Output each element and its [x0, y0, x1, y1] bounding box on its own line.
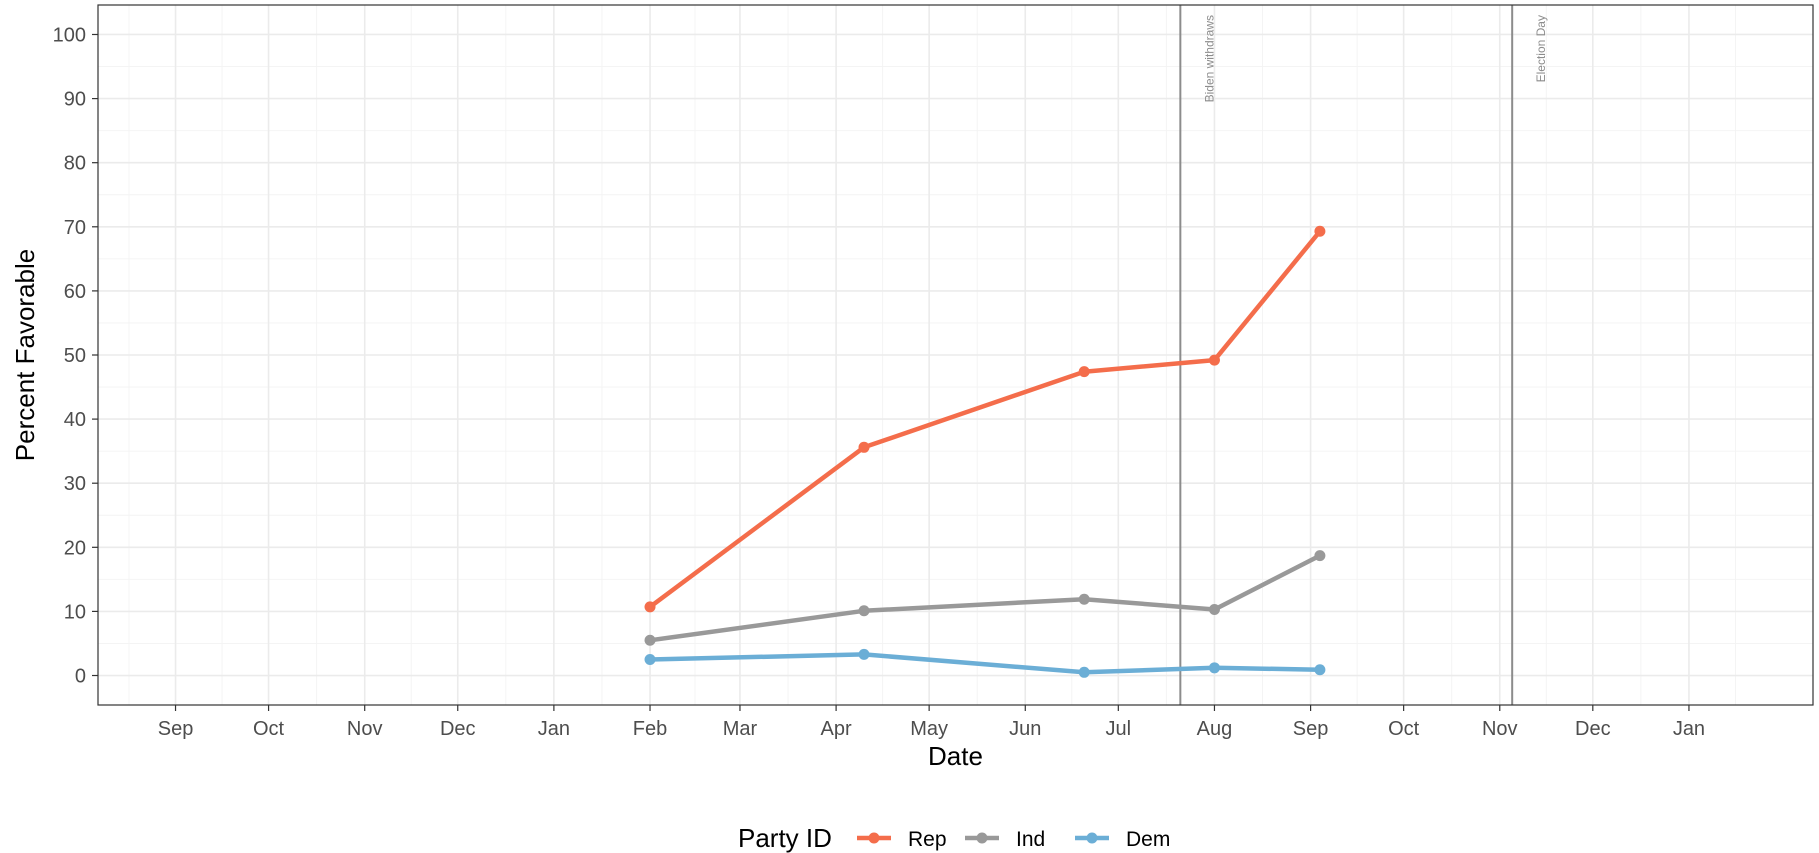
x-tick-label: Oct [253, 718, 285, 740]
x-tick-label: Aug [1197, 718, 1233, 740]
x-tick-label: Sep [1293, 718, 1329, 740]
data-point-ind [644, 634, 656, 646]
legend-label-rep: Rep [908, 828, 947, 851]
x-tick-label: Oct [1388, 718, 1420, 740]
x-tick-label: Feb [633, 718, 667, 740]
x-tick-label: Apr [821, 718, 852, 740]
legend-title: Party ID [738, 823, 832, 853]
legend: Party ID Rep Ind Dem [738, 823, 1170, 853]
data-point-dem [1208, 662, 1220, 674]
data-point-dem [1314, 664, 1326, 676]
x-tick-label: Sep [158, 718, 194, 740]
y-tick-label: 20 [64, 537, 86, 559]
y-tick-label: 30 [64, 473, 86, 495]
legend-label-dem: Dem [1126, 828, 1170, 851]
legend-key-point-dem [1086, 832, 1098, 844]
x-tick-label: Mar [723, 718, 758, 740]
legend-key-point-rep [868, 832, 880, 844]
y-tick-label: 10 [64, 601, 86, 623]
data-point-ind [1208, 603, 1220, 615]
x-tick-label: Jul [1106, 718, 1132, 740]
x-axis-title: Date [928, 741, 983, 771]
x-tick-label: Nov [347, 718, 383, 740]
x-tick-label: Jan [1673, 718, 1705, 740]
legend-key-point-ind [976, 832, 988, 844]
data-point-ind [1314, 550, 1326, 562]
event-label: Election Day [1534, 15, 1548, 82]
data-point-rep [644, 601, 656, 613]
data-point-dem [858, 648, 870, 660]
data-point-rep [1208, 354, 1220, 366]
event-label: Biden withdraws [1202, 15, 1216, 102]
data-point-dem [644, 653, 656, 665]
y-tick-label: 80 [64, 153, 86, 175]
data-point-rep [1314, 225, 1326, 237]
y-axis-title: Percent Favorable [10, 249, 40, 461]
data-point-dem [1078, 666, 1090, 678]
y-tick-label: 100 [53, 24, 86, 46]
data-point-rep [858, 441, 870, 453]
y-tick-label: 50 [64, 345, 86, 367]
y-tick-label: 70 [64, 217, 86, 239]
y-tick-label: 60 [64, 281, 86, 303]
y-tick-label: 90 [64, 89, 86, 111]
major-gridlines [98, 5, 1813, 705]
legend-label-ind: Ind [1016, 828, 1045, 851]
x-tick-label: Dec [440, 718, 476, 740]
x-tick-label: May [910, 718, 948, 740]
data-point-rep [1078, 366, 1090, 378]
data-point-ind [1078, 593, 1090, 605]
x-tick-label: Jan [538, 718, 570, 740]
y-axis: 0 10 20 30 40 50 60 70 80 90 100 [53, 24, 98, 688]
data-point-ind [858, 605, 870, 617]
x-tick-label: Jun [1009, 718, 1041, 740]
x-tick-label: Nov [1482, 718, 1518, 740]
y-tick-label: 0 [75, 666, 86, 688]
y-tick-label: 40 [64, 409, 86, 431]
x-axis: Sep Oct Nov Dec Jan Feb Mar Apr May Jun Jul Aug Sep O… [158, 705, 1705, 740]
series-lines [644, 225, 1326, 678]
event-lines: Biden withdraws Election Day [1179, 5, 1548, 705]
x-tick-label: Dec [1575, 718, 1611, 740]
